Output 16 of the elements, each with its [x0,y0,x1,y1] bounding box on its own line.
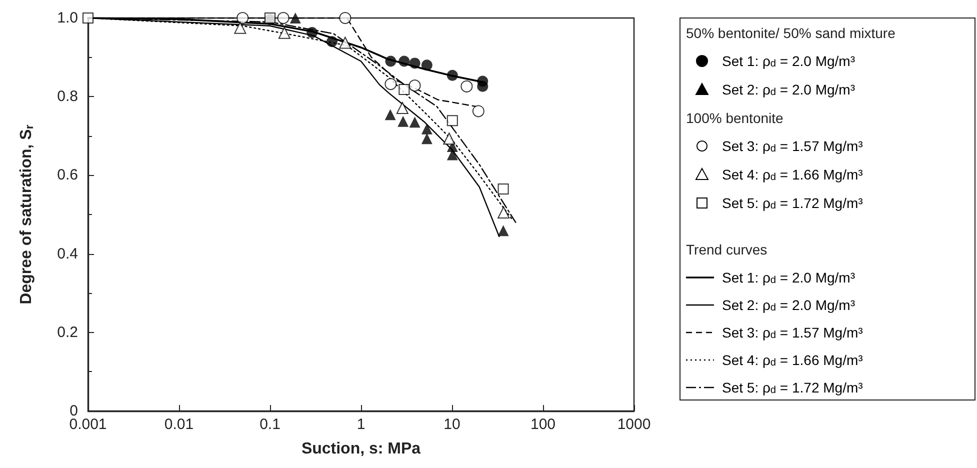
x-tick-label: 10 [444,416,460,433]
x-tick-label: 1 [356,416,366,433]
y-tick-label: 0.4 [57,245,78,262]
y-tick-label: 0.6 [57,166,78,184]
x-tick-label: 0.01 [164,416,194,433]
x-tick-label: 0.1 [260,416,280,433]
x-axis-title: Suction, s: MPa [301,440,421,458]
y-tick-label: 0.2 [57,324,78,341]
x-tick-label: 1000 [617,416,651,433]
y-tick-label: 1.0 [57,10,78,26]
text: Trend curves [686,242,768,258]
x-tick-label: 100 [530,416,556,433]
y-tick-label: 0.8 [57,88,78,106]
y-axis-title: Degree of saturation, Sr [18,124,36,304]
text: 100% bentonite [686,110,784,126]
text: 50% bentonite/ 50% sand mixture [686,25,896,41]
